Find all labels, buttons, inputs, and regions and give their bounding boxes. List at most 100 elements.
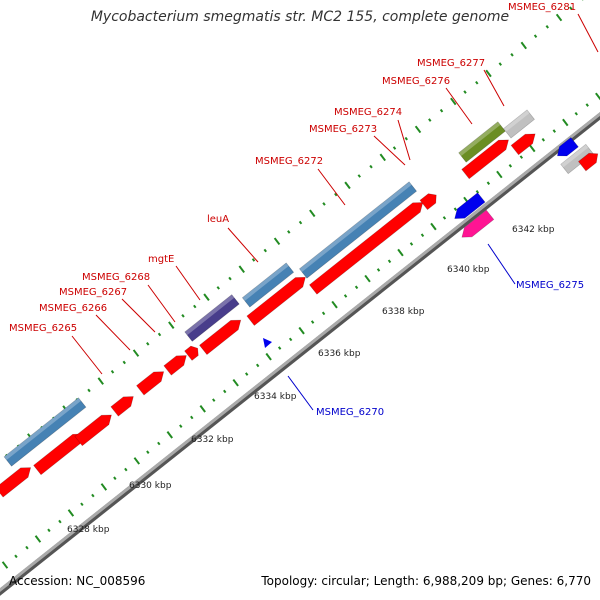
cds-arrow-body	[184, 345, 199, 361]
leader-line	[317, 168, 346, 206]
leader-line	[95, 314, 131, 351]
gene-label[interactable]: MSMEG_6266	[39, 303, 107, 314]
tick-mark	[344, 181, 351, 190]
gene-box	[3, 397, 87, 467]
tick-mark	[58, 519, 62, 524]
gene-box-body	[299, 181, 417, 279]
tick-mark	[190, 415, 194, 420]
tick-mark	[287, 230, 291, 234]
map-title: Mycobacterium smegmatis str. MC2 155, co…	[90, 9, 510, 25]
tick-mark	[179, 424, 183, 428]
tick-mark	[498, 62, 502, 66]
tick-mark	[420, 233, 425, 238]
gene-label[interactable]: MSMEG_6277	[417, 58, 485, 69]
gene-box-body	[184, 294, 240, 342]
tick-mark	[475, 80, 479, 85]
gene-box	[458, 121, 506, 163]
cds-arrow-body	[163, 355, 187, 376]
tick-mark	[376, 268, 381, 272]
tick-mark	[1, 561, 9, 569]
tick-mark	[199, 404, 206, 413]
reverse-arrow	[454, 192, 486, 219]
reverse-arrow-body	[461, 209, 495, 238]
tick-mark	[562, 118, 569, 127]
gene-label[interactable]: mgtE	[148, 254, 174, 265]
tick-mark	[157, 332, 162, 337]
tick-mark	[510, 52, 514, 57]
tick-mark	[529, 144, 536, 153]
gene-box	[503, 109, 535, 139]
tick-mark	[14, 554, 18, 559]
tick-mark	[309, 209, 316, 218]
tick-mark	[110, 369, 115, 374]
tick-mark	[475, 190, 480, 194]
tick-mark	[392, 146, 397, 150]
cds-arrow	[246, 276, 306, 326]
tick-mark	[585, 103, 589, 107]
tick-mark	[265, 352, 272, 361]
tick-mark	[404, 136, 408, 141]
gene-label[interactable]: MSMEG_6274	[334, 107, 402, 118]
tick-mark	[428, 118, 432, 122]
tick-mark	[181, 314, 185, 318]
cds-arrow	[110, 396, 134, 417]
gene-label[interactable]: MSMEG_6273	[309, 124, 377, 135]
tick-mark	[321, 311, 326, 316]
tick-mark	[251, 258, 256, 262]
kbp-label: 6330 kbp	[129, 481, 172, 491]
tick-mark	[166, 431, 173, 439]
cds-arrow	[578, 152, 599, 172]
kbp-label: 6332 kbp	[191, 435, 234, 445]
tick-mark	[442, 216, 447, 220]
gene-box-body	[3, 397, 87, 467]
gene-box	[299, 181, 417, 279]
tick-mark	[216, 286, 220, 290]
leader-line	[121, 298, 156, 333]
tick-mark	[414, 125, 422, 134]
leader-line	[397, 119, 411, 161]
cds-arrow-body	[74, 414, 112, 447]
tick-mark	[595, 92, 600, 101]
tick-mark	[369, 164, 373, 169]
gene-label[interactable]: leuA	[207, 214, 229, 225]
genome-summary: Topology: circular; Length: 6,988,209 bp…	[261, 574, 591, 588]
gene-label[interactable]: MSMEG_6275	[516, 280, 584, 291]
tick-mark	[146, 450, 150, 454]
tick-mark	[133, 457, 141, 465]
tick-mark	[450, 97, 457, 106]
label-leaders	[71, 13, 599, 411]
gene-label[interactable]: MSMEG_6268	[82, 272, 150, 283]
tick-mark	[100, 483, 108, 491]
tick-mark	[453, 207, 458, 212]
gene-label[interactable]: MSMEG_6276	[382, 76, 450, 87]
tick-mark	[409, 242, 414, 246]
tick-mark	[193, 304, 197, 309]
leader-line	[373, 135, 406, 166]
reverse-marker	[263, 338, 272, 348]
leader-line	[445, 87, 473, 125]
cds-arrow	[461, 139, 509, 180]
kbp-label: 6340 kbp	[447, 265, 490, 275]
cds-arrow	[184, 345, 199, 361]
gene-label[interactable]: MSMEG_6265	[9, 323, 77, 334]
cds-arrow-body	[136, 371, 165, 396]
cds-arrow-body	[510, 133, 536, 156]
tick-mark	[310, 320, 315, 324]
tick-mark	[343, 294, 348, 298]
tick-mark	[379, 153, 386, 162]
gene-label[interactable]: MSMEG_6270	[316, 407, 384, 418]
gene-label[interactable]: MSMEG_6281	[508, 2, 576, 13]
tick-mark	[238, 265, 245, 274]
tick-mark	[91, 493, 95, 498]
tick-mark	[203, 293, 210, 301]
leader-line	[487, 243, 516, 285]
tick-mark	[157, 441, 161, 446]
leader-line	[175, 265, 201, 301]
tick-mark	[244, 372, 249, 376]
tick-mark	[47, 528, 51, 533]
leader-line	[287, 375, 314, 411]
gene-label[interactable]: MSMEG_6267	[59, 287, 127, 298]
tick-mark	[67, 509, 75, 517]
gene-label[interactable]: MSMEG_6272	[255, 156, 323, 167]
